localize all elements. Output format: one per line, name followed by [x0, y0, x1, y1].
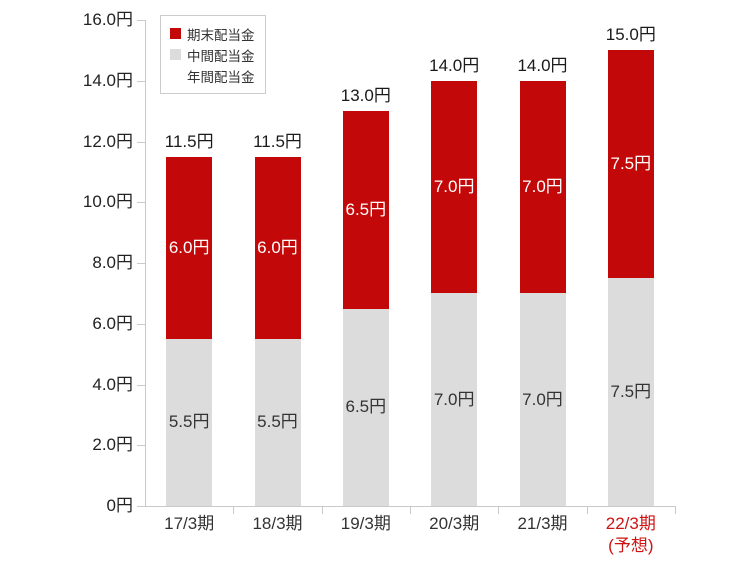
y-axis-tick-label: 8.0円: [92, 253, 133, 272]
legend-swatch-blank: [170, 70, 181, 81]
y-axis-tick-label: 16.0円: [82, 10, 133, 29]
bar-segment-interim: [342, 308, 389, 506]
y-axis-tick: [137, 141, 145, 143]
bar-label-interim: 5.5円: [257, 412, 298, 432]
y-axis-tick: [137, 384, 145, 386]
x-axis-label-line2: (予想): [608, 536, 654, 555]
y-axis-tick-label: 10.0円: [82, 192, 133, 212]
x-axis-label: 22/3期 (予想): [587, 513, 675, 557]
x-axis-label-line1: 20/3期: [429, 514, 480, 533]
y-axis-tick-label: 12.0円: [82, 131, 133, 151]
x-axis-label-line1: 17/3期: [164, 514, 215, 533]
x-axis-label-line1: 22/3期: [605, 514, 656, 533]
bar-segment-interim: [519, 293, 566, 506]
x-axis-label-line1: 18/3期: [252, 514, 303, 533]
legend-item: 年間配当金: [170, 65, 255, 86]
y-axis-tick: [137, 323, 145, 325]
bar-segment-interim: [607, 278, 654, 506]
y-axis-line: [145, 20, 146, 506]
bar-label-final: 6.0円: [257, 237, 298, 257]
bar-total-label: 15.0円: [605, 25, 656, 45]
y-axis-tick: [137, 202, 145, 204]
y-axis-tick: [137, 80, 145, 82]
bar-label-interim: 7.0円: [433, 389, 475, 409]
bar-segment-interim: [254, 338, 301, 506]
bar-total-label: 13.0円: [340, 86, 391, 106]
bar-segment-final: [342, 111, 389, 309]
bar-label-final: 7.0円: [433, 177, 475, 197]
x-axis-label: 21/3期: [498, 513, 586, 535]
bar-label-interim: 5.5円: [168, 412, 210, 432]
y-axis-tick: [137, 445, 145, 447]
bar-label-final: 6.0円: [168, 237, 210, 257]
bar-label-final: 6.5円: [345, 199, 387, 219]
y-axis-tick: [137, 263, 145, 264]
bar-total-label: 14.0円: [517, 55, 568, 75]
legend-swatch-icon: [170, 28, 181, 39]
x-axis-tick: [675, 507, 676, 514]
bar-label-interim: 6.5円: [345, 397, 387, 417]
x-axis-tick: [410, 507, 411, 514]
legend-label: 期末配当金: [187, 27, 255, 43]
legend-swatch-icon: [170, 49, 181, 60]
x-axis-tick: [498, 507, 500, 514]
legend-label: 年間配当金: [187, 69, 255, 85]
x-axis-label: 18/3期: [233, 513, 321, 535]
y-axis-tick-label: 0円: [106, 496, 133, 515]
x-axis-tick: [321, 507, 323, 514]
bar-total-label: 14.0円: [429, 55, 480, 75]
x-axis-label: 19/3期: [322, 513, 410, 535]
bar-label-final: 7.0円: [522, 177, 563, 197]
bar-label-interim: 7.0円: [522, 389, 563, 409]
legend-item: 期末配当金: [170, 23, 255, 44]
bar-segment-interim: [431, 293, 478, 506]
x-axis-label-line1: 21/3期: [517, 514, 568, 533]
bar-label-final: 7.5円: [610, 154, 652, 174]
x-axis-tick: [586, 507, 588, 514]
bar-segment-final: [607, 50, 654, 279]
y-axis-tick-label: 6.0円: [92, 313, 133, 333]
bar-segment-final: [166, 156, 213, 339]
bar-segment-final: [254, 156, 301, 339]
bar-segment-final: [431, 80, 478, 294]
x-axis-label: 17/3期: [145, 513, 233, 535]
legend-label: 中間配当金: [187, 48, 255, 64]
bar-segment-interim: [166, 338, 213, 506]
y-axis-tick: [137, 506, 145, 507]
bar-total-label: 11.5円: [253, 131, 302, 151]
x-axis-label: 20/3期: [410, 513, 498, 535]
y-axis-tick-label: 14.0円: [82, 70, 133, 90]
chart-legend: 期末配当金中間配当金年間配当金: [160, 15, 266, 94]
x-axis-line: [145, 506, 676, 507]
bar-total-label: 11.5円: [164, 131, 214, 151]
legend-item: 中間配当金: [170, 44, 255, 65]
x-axis-tick: [233, 507, 235, 514]
x-axis-label-line1: 19/3期: [340, 514, 391, 533]
bar-label-interim: 7.5円: [610, 382, 652, 402]
y-axis-tick-label: 4.0円: [92, 374, 133, 394]
y-axis-tick: [137, 20, 145, 21]
y-axis-tick-label: 2.0円: [92, 435, 133, 455]
bar-segment-final: [519, 80, 566, 294]
